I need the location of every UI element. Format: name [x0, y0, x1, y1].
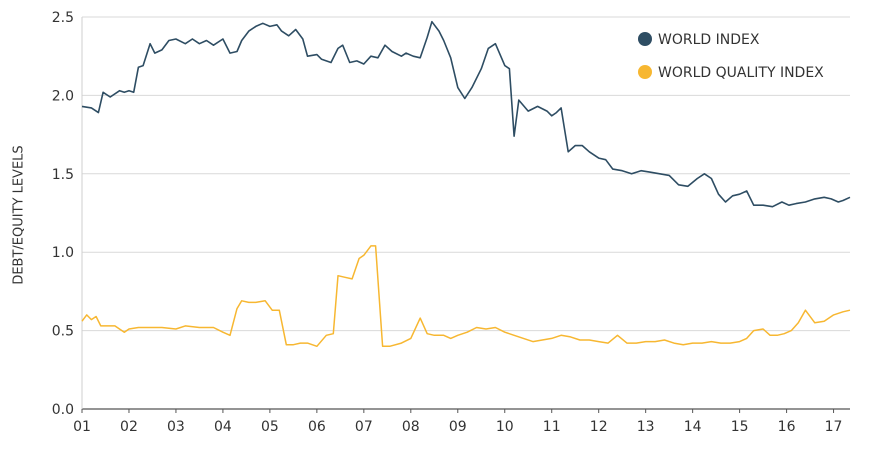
legend: WORLD INDEX WORLD QUALITY INDEX	[638, 32, 824, 81]
series-lines	[81, 20, 851, 348]
legend-item-world-index: WORLD INDEX	[638, 32, 760, 48]
x-tick-label: 04	[214, 419, 232, 435]
x-tick-label: 07	[355, 419, 373, 435]
legend-marker-world-quality-index	[638, 65, 652, 79]
x-tick-label: 13	[637, 419, 655, 435]
y-tick-label: 2.0	[52, 88, 74, 104]
x-tick-label: 14	[684, 419, 702, 435]
legend-label-world-quality-index: WORLD QUALITY INDEX	[658, 65, 824, 81]
x-tick-label: 06	[308, 419, 326, 435]
axes	[81, 17, 850, 410]
x-tick-label: 01	[73, 419, 91, 435]
legend-item-world-quality-index: WORLD QUALITY INDEX	[638, 65, 824, 81]
series-line-world-index	[81, 20, 851, 208]
y-tick-label: 0.5	[52, 324, 74, 340]
x-tick-label: 08	[402, 419, 420, 435]
legend-marker-world-index	[638, 32, 652, 46]
x-tick-label: 10	[496, 419, 514, 435]
series-line-world-quality-index	[81, 245, 851, 348]
x-tick-label: 02	[120, 419, 138, 435]
y-axis-label: DEBT/EQUITY LEVELS	[12, 145, 27, 284]
x-tick-label: 17	[825, 419, 843, 435]
x-tick-label: 15	[731, 419, 749, 435]
x-tick-label: 11	[543, 419, 561, 435]
x-tick-labels: 01 02 03 04 05 06 07 08 09 10 11 12 13 14 15 16 17	[73, 409, 842, 435]
x-tick-label: 03	[167, 419, 185, 435]
x-tick-label: 05	[261, 419, 279, 435]
y-tick-labels: 0.0 0.5 1.0 1.5 2.0 2.5	[52, 10, 74, 418]
y-tick-label: 1.5	[52, 167, 74, 183]
y-tick-label: 2.5	[52, 10, 74, 26]
x-tick-label: 12	[590, 419, 608, 435]
y-tick-label: 0.0	[52, 402, 74, 418]
x-tick-label: 09	[449, 419, 467, 435]
gridlines	[82, 16, 850, 332]
x-tick-label: 16	[778, 419, 796, 435]
y-tick-label: 1.0	[52, 245, 74, 261]
legend-label-world-index: WORLD INDEX	[658, 32, 760, 48]
